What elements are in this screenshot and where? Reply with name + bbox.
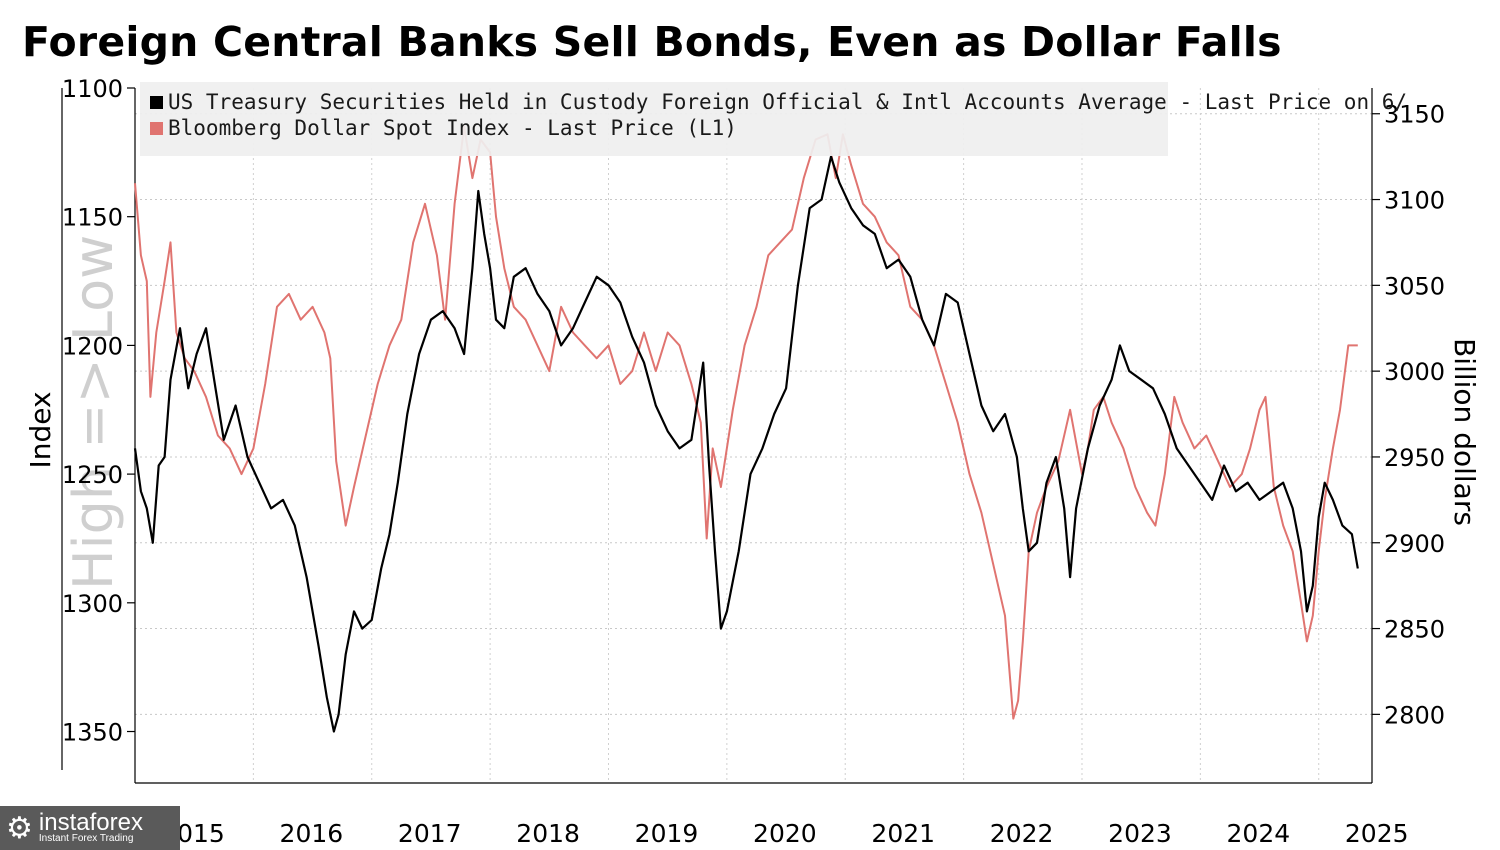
gear-icon: ⚙ xyxy=(6,810,33,846)
axes: 1100 1150 1200 1250 1300 1350 Index 3150 3100 305… xyxy=(24,75,1481,848)
dollar-index-line xyxy=(134,125,1358,720)
right-tick-label: 2900 xyxy=(1384,530,1445,558)
legend-entry: US Treasury Securities Held in Custody F… xyxy=(168,90,1407,114)
right-tick-label: 2950 xyxy=(1384,444,1445,472)
legend-swatch xyxy=(150,96,163,109)
instaforex-logo: ⚙ instaforex Instant Forex Trading xyxy=(0,806,180,850)
left-tick-label: 1150 xyxy=(62,204,123,232)
right-axis-title: Billion dollars xyxy=(1448,338,1481,526)
right-tick-label: 2850 xyxy=(1384,616,1445,644)
x-tick-label: 2022 xyxy=(990,819,1054,848)
x-tick-label: 2017 xyxy=(398,819,462,848)
x-tick-label: 2025 xyxy=(1345,819,1409,848)
legend-entry: Bloomberg Dollar Spot Index - Last Price… xyxy=(168,116,737,140)
x-tick-label: 2019 xyxy=(635,819,699,848)
grid xyxy=(135,88,1372,783)
legend-box xyxy=(140,82,1168,156)
series-layer xyxy=(133,125,1359,733)
left-tick-label: 1300 xyxy=(62,590,123,618)
legend: US Treasury Securities Held in Custody F… xyxy=(140,82,1407,156)
x-tick-label: 2021 xyxy=(871,819,935,848)
left-tick-label: 1100 xyxy=(62,75,123,103)
right-tick-label: 3050 xyxy=(1384,272,1445,300)
x-tick-label: 2024 xyxy=(1227,819,1291,848)
left-axis-title: Index xyxy=(24,391,57,468)
left-tick-label: 1350 xyxy=(62,719,123,747)
x-tick-label: 2023 xyxy=(1108,819,1172,848)
chart-title: Foreign Central Banks Sell Bonds, Even a… xyxy=(22,18,1282,66)
watermark-text: High => Low xyxy=(62,235,125,590)
x-tick-label: 2016 xyxy=(280,819,344,848)
logo-tagline: Instant Forex Trading xyxy=(38,833,134,844)
left-tick-label: 1200 xyxy=(62,332,123,360)
watermark-layer: High => Low xyxy=(62,235,125,590)
right-tick-label: 3150 xyxy=(1384,101,1445,129)
legend-swatch xyxy=(150,122,163,135)
right-tick-label: 3100 xyxy=(1384,187,1445,215)
left-tick-label: 1250 xyxy=(62,461,123,489)
right-tick-label: 3000 xyxy=(1384,358,1445,386)
logo-brand: instaforex xyxy=(38,809,143,836)
treasury-holdings-line xyxy=(133,155,1359,733)
x-tick-label: 2018 xyxy=(516,819,580,848)
x-tick-label: 2020 xyxy=(753,819,817,848)
right-tick-label: 2800 xyxy=(1384,701,1445,729)
